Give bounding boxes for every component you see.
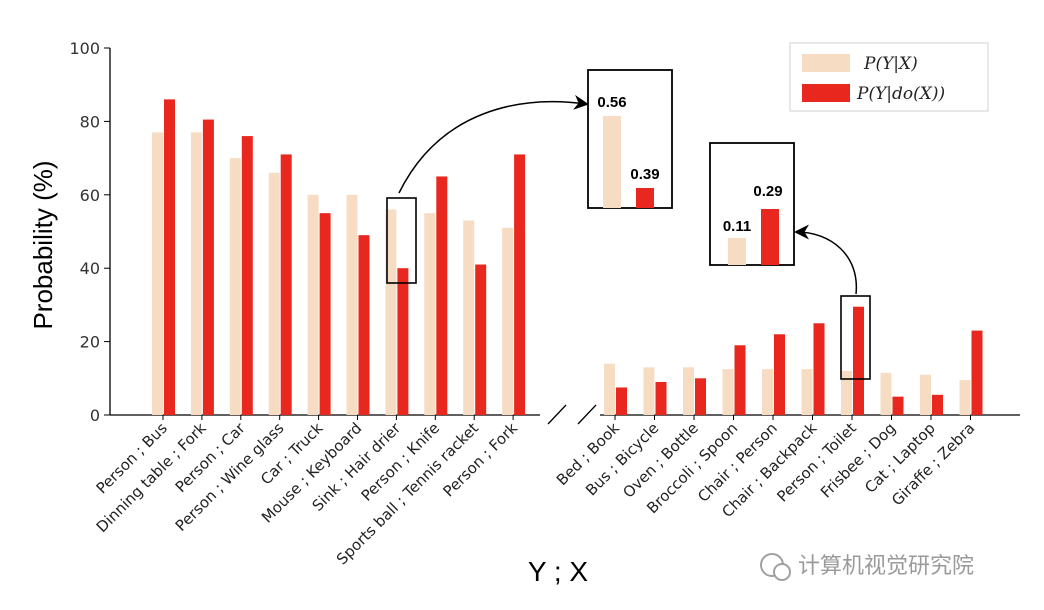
- inset-bar-p-y-do-x: [761, 209, 779, 265]
- connector-arrow-hair-drier: [398, 94, 589, 194]
- bar-p-y-do-x: [280, 154, 292, 415]
- bar-p-y-x: [722, 369, 734, 415]
- bar-p-y-do-x: [475, 264, 487, 415]
- bar-p-y-x: [683, 367, 694, 415]
- bar-p-y-do-x: [892, 396, 904, 415]
- legend: P(Y|X) P(Y|do(X)): [789, 42, 989, 112]
- bar-p-y-do-x: [358, 235, 370, 415]
- bar-p-y-x: [841, 370, 852, 415]
- bar-p-y-x: [268, 172, 280, 415]
- bar-p-y-x: [604, 363, 615, 415]
- bar-p-y-do-x: [932, 394, 943, 415]
- bar-p-y-x: [463, 220, 475, 415]
- bar-p-y-do-x: [514, 154, 526, 415]
- bar-p-y-do-x: [319, 213, 331, 415]
- inset-toilet: 0.11 0.29: [709, 142, 795, 266]
- bar-p-y-do-x: [853, 306, 864, 415]
- x-axis-label: Y ; X: [528, 556, 589, 587]
- bar-p-y-x: [307, 194, 319, 415]
- watermark-text: 计算机视觉研究院: [798, 554, 974, 579]
- y-tick-label: 80: [80, 112, 100, 131]
- bar-p-y-do-x: [813, 323, 825, 415]
- bar-p-y-x: [385, 209, 397, 415]
- axis-break-mark: [547, 404, 567, 425]
- y-tick-label: 60: [80, 186, 100, 205]
- bar-p-y-x: [880, 372, 892, 415]
- inset-label-p-y-x: 0.11: [723, 218, 751, 235]
- bar-p-y-x: [502, 227, 514, 415]
- y-tick-label: 40: [80, 259, 100, 278]
- bar-p-y-do-x: [655, 381, 667, 415]
- inset-hair-drier: 0.56 0.39: [587, 69, 673, 209]
- bar-p-y-do-x: [971, 330, 983, 415]
- bar-p-y-do-x: [164, 99, 175, 415]
- y-tick-label: 0: [90, 406, 100, 425]
- y-axis-label: Probability (%): [28, 160, 58, 329]
- highlight-box-toilet: [840, 295, 871, 380]
- bar-p-y-x: [801, 369, 813, 415]
- inset-label-p-y-x: 0.56: [597, 94, 626, 111]
- inset-bar-p-y-x: [603, 116, 621, 208]
- watermark: 计算机视觉研究院: [760, 553, 974, 581]
- bar-p-y-x: [920, 374, 931, 415]
- bar-p-y-x: [959, 380, 971, 415]
- bar-p-y-do-x: [241, 136, 253, 415]
- axis-break-mark: [577, 404, 597, 425]
- bar-p-y-do-x: [695, 378, 706, 415]
- inset-bar-p-y-x: [728, 238, 746, 265]
- bar-p-y-do-x: [436, 176, 448, 415]
- bar-p-y-do-x: [774, 334, 785, 415]
- bar-p-y-x: [424, 213, 436, 415]
- bar-p-y-x: [229, 158, 241, 415]
- bar-p-y-do-x: [616, 387, 627, 415]
- inset-label-p-y-do-x: 0.29: [753, 183, 782, 200]
- legend-swatch-p-y-x: [802, 54, 850, 72]
- legend-label-p-y-x: P(Y|X): [863, 54, 918, 74]
- bar-p-y-do-x: [202, 119, 214, 415]
- y-tick-label: 20: [80, 333, 100, 352]
- bar-p-y-x: [346, 194, 358, 415]
- bar-p-y-do-x: [734, 345, 746, 415]
- bar-p-y-x: [643, 367, 655, 415]
- legend-label-p-y-do-x: P(Y|do(X)): [856, 84, 945, 104]
- highlight-box-hair-drier: [386, 197, 417, 284]
- connector-arrow-toilet: [794, 224, 858, 295]
- bar-p-y-x: [152, 132, 163, 415]
- legend-swatch-p-y-do-x: [802, 84, 850, 102]
- bar-p-y-do-x: [397, 268, 409, 415]
- bar-p-y-x: [190, 132, 202, 415]
- inset-bar-p-y-do-x: [636, 188, 654, 208]
- bar-p-y-x: [762, 369, 773, 415]
- inset-label-p-y-do-x: 0.39: [630, 166, 659, 183]
- y-tick-label: 100: [69, 39, 100, 58]
